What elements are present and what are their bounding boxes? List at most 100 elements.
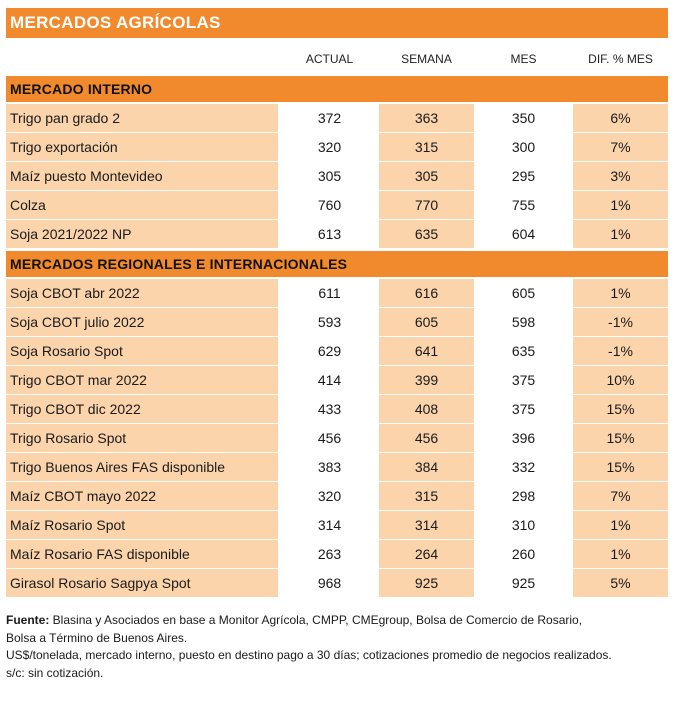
table-row: Trigo CBOT dic 2022 433 408 375 15% xyxy=(6,395,668,424)
table-row: Soja Rosario Spot 629 641 635 -1% xyxy=(6,337,668,366)
value-mes: 295 xyxy=(476,162,571,190)
value-semana: 384 xyxy=(379,453,474,481)
value-dif: 7% xyxy=(573,133,668,161)
value-dif: 1% xyxy=(573,279,668,307)
section-title: MERCADOS REGIONALES E INTERNACIONALES xyxy=(10,256,348,272)
value-actual: 968 xyxy=(282,569,377,597)
value-semana: 363 xyxy=(379,104,474,132)
value-mes: 605 xyxy=(476,279,571,307)
table-row: Trigo Buenos Aires FAS disponible 383 384 3… xyxy=(6,453,668,482)
value-semana: 315 xyxy=(379,133,474,161)
value-actual: 760 xyxy=(282,191,377,219)
value-semana: 605 xyxy=(379,308,474,336)
value-mes: 396 xyxy=(476,424,571,452)
value-mes: 635 xyxy=(476,337,571,365)
value-mes: 925 xyxy=(476,569,571,597)
value-dif: 1% xyxy=(573,220,668,248)
value-mes: 375 xyxy=(476,395,571,423)
value-actual: 593 xyxy=(282,308,377,336)
value-dif: 1% xyxy=(573,191,668,219)
value-semana: 399 xyxy=(379,366,474,394)
row-label: Trigo Rosario Spot xyxy=(6,424,278,452)
table-row: Soja 2021/2022 NP 613 635 604 1% xyxy=(6,220,668,249)
value-dif: 3% xyxy=(573,162,668,190)
sc-note: s/c: sin cotización. xyxy=(6,665,104,680)
section-header-interno: MERCADO INTERNO xyxy=(6,76,668,102)
value-actual: 629 xyxy=(282,337,377,365)
row-label: Soja CBOT abr 2022 xyxy=(6,279,278,307)
page-title: MERCADOS AGRÍCOLAS xyxy=(10,13,221,32)
value-semana: 616 xyxy=(379,279,474,307)
value-dif: 15% xyxy=(573,424,668,452)
table-row: Trigo exportación 320 315 300 7% xyxy=(6,133,668,162)
row-label: Colza xyxy=(6,191,278,219)
value-actual: 456 xyxy=(282,424,377,452)
row-label: Trigo Buenos Aires FAS disponible xyxy=(6,453,278,481)
row-label: Trigo pan grado 2 xyxy=(6,104,278,132)
value-mes: 260 xyxy=(476,540,571,568)
table-row: Trigo pan grado 2 372 363 350 6% xyxy=(6,104,668,133)
value-dif: 10% xyxy=(573,366,668,394)
value-semana: 314 xyxy=(379,511,474,539)
value-actual: 611 xyxy=(282,279,377,307)
table-row: Maíz CBOT mayo 2022 320 315 298 7% xyxy=(6,482,668,511)
table-row: Maíz Rosario Spot 314 314 310 1% xyxy=(6,511,668,540)
value-dif: 1% xyxy=(573,540,668,568)
title-bar: MERCADOS AGRÍCOLAS xyxy=(6,8,668,38)
column-header-semana: SEMANA xyxy=(401,52,452,66)
table-row: Trigo CBOT mar 2022 414 399 375 10% xyxy=(6,366,668,395)
value-actual: 433 xyxy=(282,395,377,423)
source-label: Fuente: xyxy=(6,613,50,627)
value-dif: 1% xyxy=(573,511,668,539)
row-label: Trigo CBOT dic 2022 xyxy=(6,395,278,423)
value-mes: 310 xyxy=(476,511,571,539)
value-actual: 263 xyxy=(282,540,377,568)
value-actual: 414 xyxy=(282,366,377,394)
row-label: Maíz Rosario FAS disponible xyxy=(6,540,278,568)
value-dif: 7% xyxy=(573,482,668,510)
section-title: MERCADO INTERNO xyxy=(10,81,153,97)
table-row: Maíz puesto Montevideo 305 305 295 3% xyxy=(6,162,668,191)
table-row: Maíz Rosario FAS disponible 263 264 260 1% xyxy=(6,540,668,569)
value-semana: 641 xyxy=(379,337,474,365)
row-label: Soja Rosario Spot xyxy=(6,337,278,365)
source-line: Fuente: Blasina y Asociados en base a Mo… xyxy=(6,612,668,630)
row-label: Maíz CBOT mayo 2022 xyxy=(6,482,278,510)
value-semana: 264 xyxy=(379,540,474,568)
table-row: Colza 760 770 755 1% xyxy=(6,191,668,220)
value-actual: 305 xyxy=(282,162,377,190)
value-actual: 320 xyxy=(282,133,377,161)
table-row: Soja CBOT julio 2022 593 605 598 -1% xyxy=(6,308,668,337)
value-semana: 925 xyxy=(379,569,474,597)
value-dif: 5% xyxy=(573,569,668,597)
column-header-mes: MES xyxy=(510,52,537,66)
value-semana: 456 xyxy=(379,424,474,452)
value-semana: 770 xyxy=(379,191,474,219)
value-mes: 375 xyxy=(476,366,571,394)
value-actual: 372 xyxy=(282,104,377,132)
value-actual: 314 xyxy=(282,511,377,539)
value-actual: 383 xyxy=(282,453,377,481)
value-actual: 613 xyxy=(282,220,377,248)
value-dif: 6% xyxy=(573,104,668,132)
value-mes: 332 xyxy=(476,453,571,481)
value-mes: 604 xyxy=(476,220,571,248)
value-mes: 300 xyxy=(476,133,571,161)
value-dif: 15% xyxy=(573,453,668,481)
value-semana: 635 xyxy=(379,220,474,248)
source-text: Blasina y Asociados en base a Monitor Ag… xyxy=(49,613,583,627)
value-mes: 755 xyxy=(476,191,571,219)
row-label: Soja CBOT julio 2022 xyxy=(6,308,278,336)
value-dif: -1% xyxy=(573,337,668,365)
value-actual: 320 xyxy=(282,482,377,510)
value-semana: 305 xyxy=(379,162,474,190)
value-semana: 315 xyxy=(379,482,474,510)
value-semana: 408 xyxy=(379,395,474,423)
column-header-dif: DIF. % MES xyxy=(588,52,653,66)
value-dif: 15% xyxy=(573,395,668,423)
row-label: Trigo exportación xyxy=(6,133,278,161)
value-mes: 350 xyxy=(476,104,571,132)
units-note: US$/tonelada, mercado interno, puesto en… xyxy=(6,648,612,662)
value-mes: 598 xyxy=(476,308,571,336)
